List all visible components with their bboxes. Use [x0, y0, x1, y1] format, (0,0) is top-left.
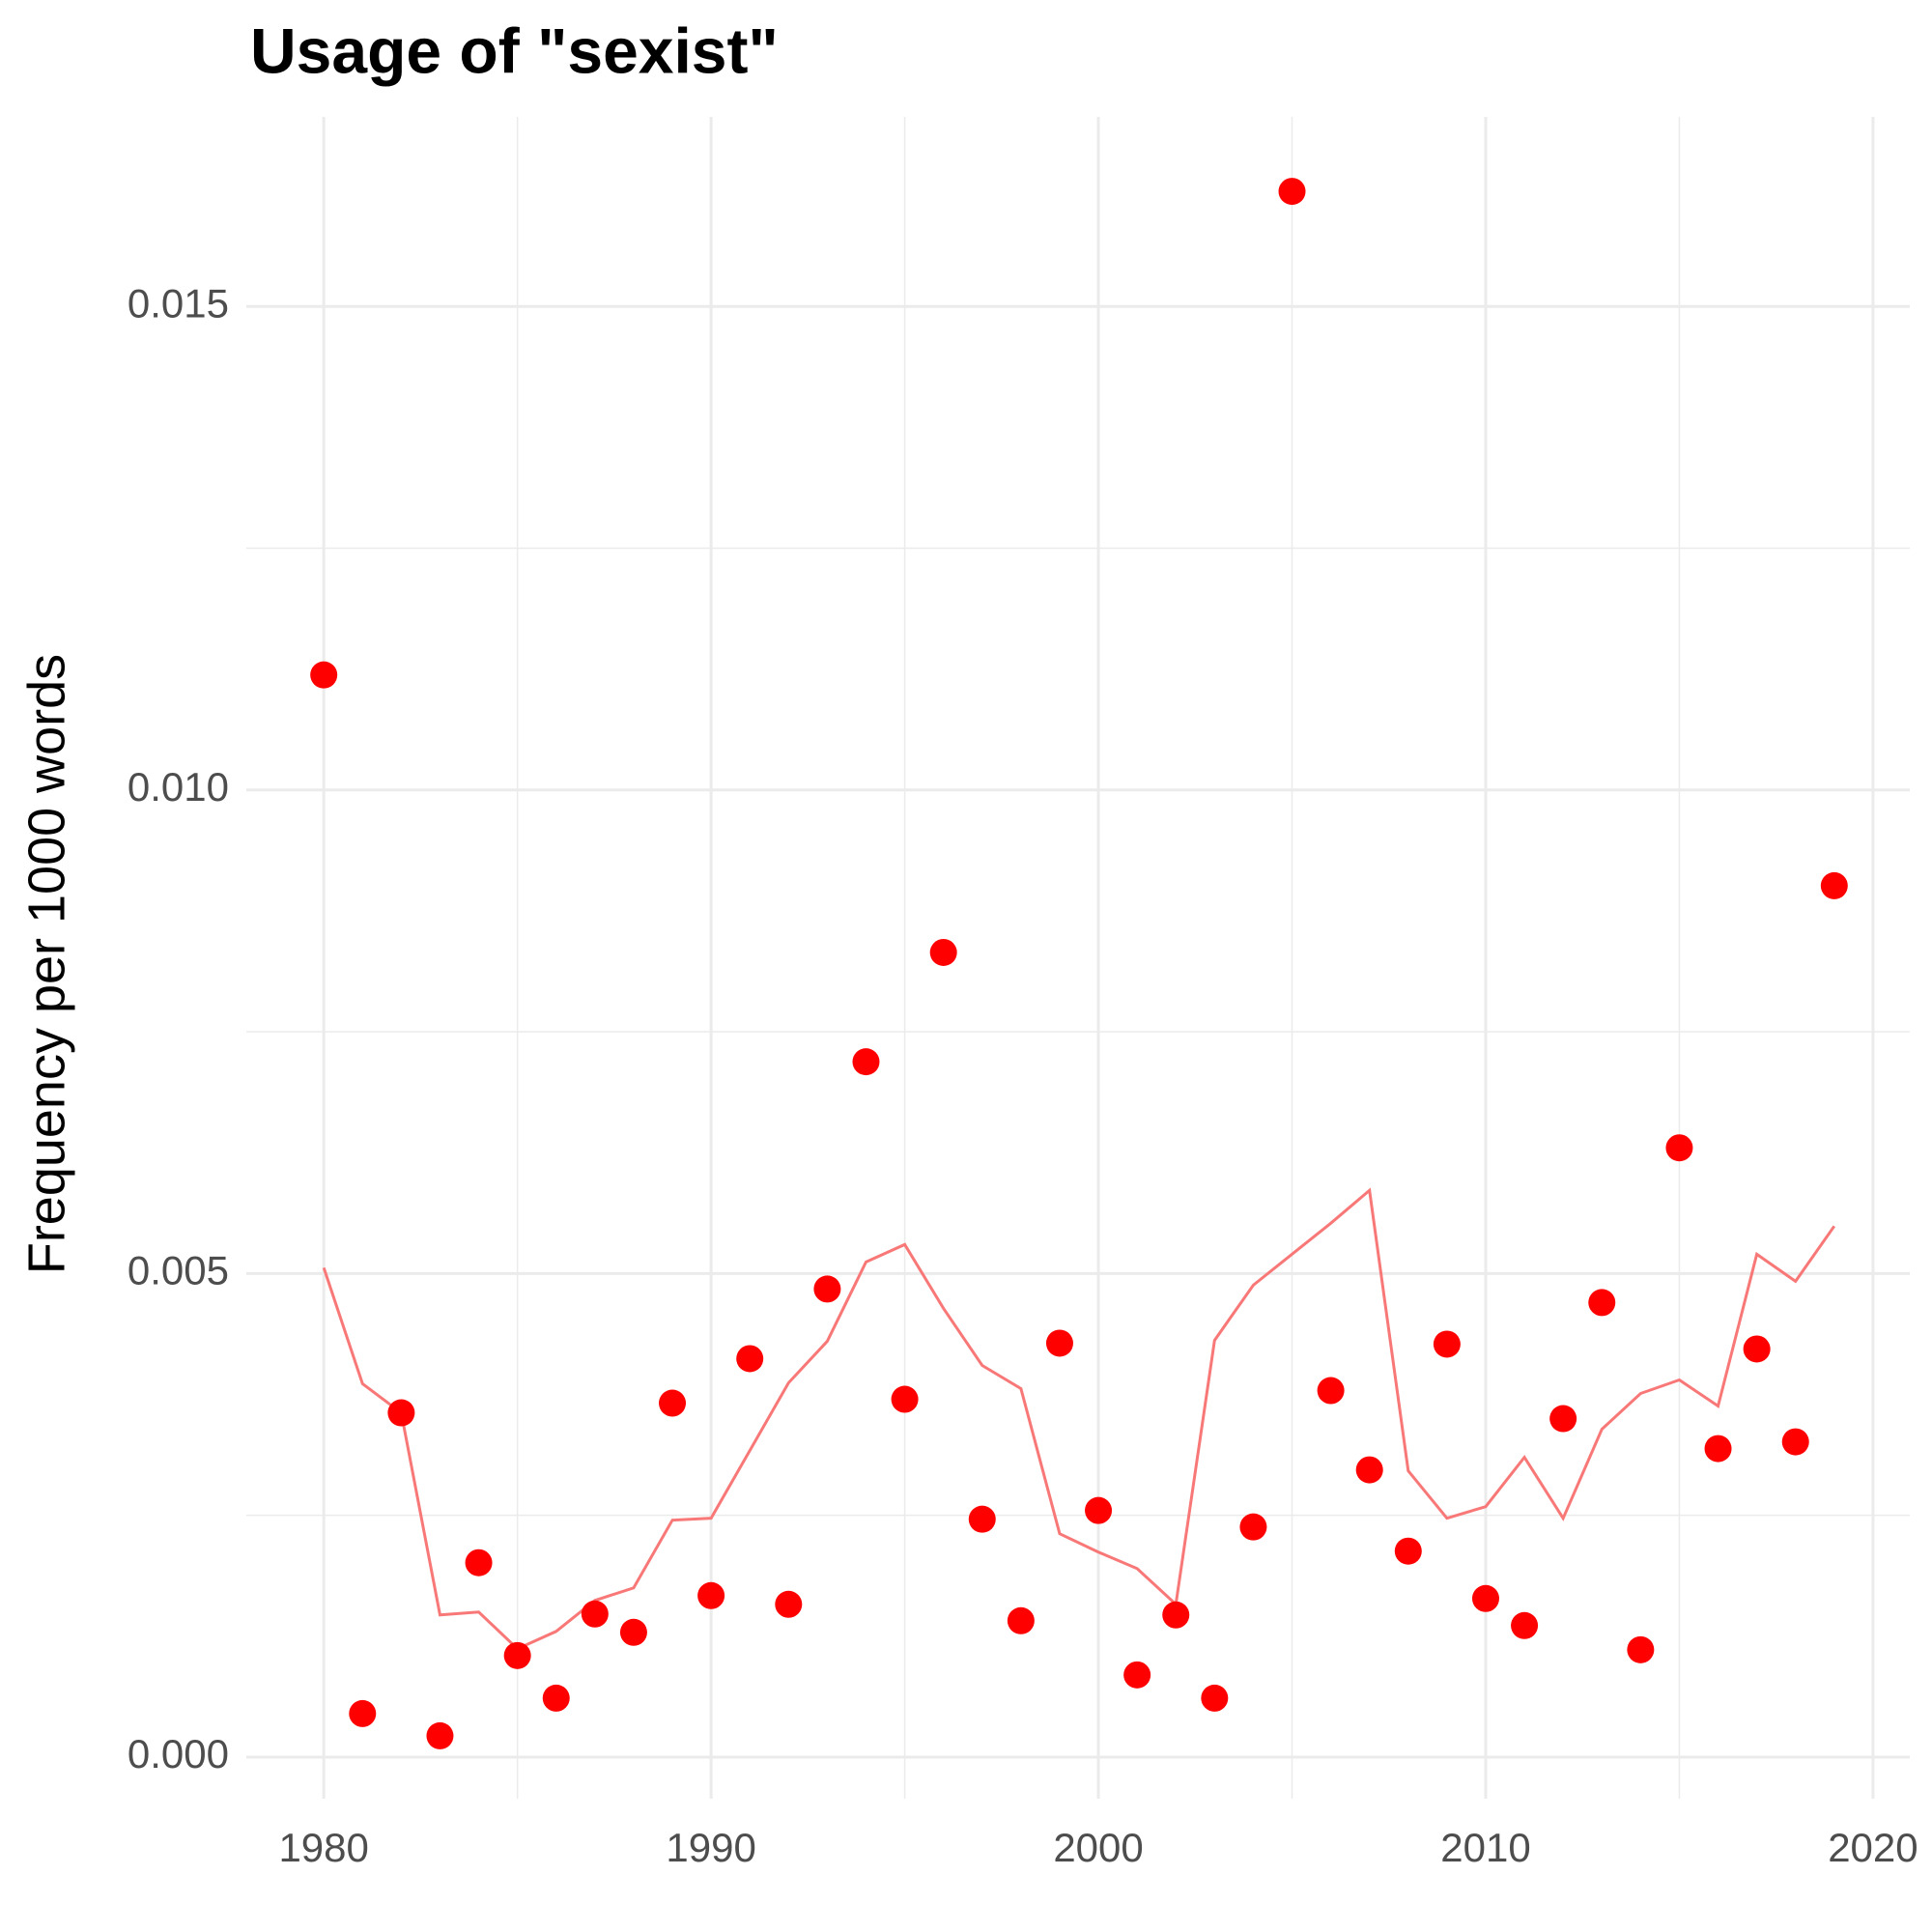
data-point [1123, 1661, 1151, 1689]
data-point [349, 1699, 377, 1727]
data-point [1781, 1428, 1809, 1456]
x-tick-label: 1980 [278, 1825, 368, 1870]
data-point [1239, 1513, 1267, 1541]
y-tick-label: 0.005 [128, 1247, 229, 1293]
data-point [1549, 1405, 1577, 1433]
data-point [813, 1275, 841, 1303]
data-point [542, 1684, 570, 1712]
data-point [1471, 1584, 1499, 1612]
y-tick-label: 0.015 [128, 280, 229, 326]
data-point [1355, 1456, 1383, 1484]
data-point [1511, 1611, 1539, 1639]
data-point [310, 661, 338, 689]
data-point [619, 1618, 647, 1646]
data-point [1085, 1496, 1113, 1524]
data-point [659, 1389, 687, 1417]
data-point [1820, 871, 1848, 899]
x-tick-label: 1990 [666, 1825, 755, 1870]
y-tick-label: 0.010 [128, 764, 229, 810]
x-tick-label: 2010 [1440, 1825, 1530, 1870]
data-point [1665, 1134, 1693, 1162]
data-point [1394, 1537, 1422, 1565]
data-point [1201, 1684, 1229, 1712]
data-point [968, 1505, 996, 1533]
data-point [891, 1385, 919, 1413]
data-point [929, 938, 957, 966]
data-point [1627, 1635, 1655, 1663]
data-point [1278, 178, 1306, 206]
y-tick-label: 0.000 [128, 1731, 229, 1776]
data-point [736, 1345, 764, 1373]
x-tick-label: 2020 [1828, 1825, 1918, 1870]
data-point [387, 1399, 415, 1427]
data-point [1743, 1335, 1771, 1363]
trend-line [322, 1187, 1836, 1651]
data-point [1704, 1435, 1732, 1463]
data-point [1162, 1601, 1190, 1629]
data-point [1588, 1289, 1616, 1317]
data-point [465, 1548, 493, 1577]
data-point [426, 1721, 454, 1749]
data-point [581, 1600, 609, 1628]
chart-title: Usage of "sexist" [250, 14, 779, 86]
data-point [1317, 1377, 1345, 1405]
y-axis-label: Frequency per 1000 words [17, 654, 75, 1274]
data-point [503, 1641, 531, 1669]
data-point [1433, 1330, 1461, 1358]
data-point [1007, 1606, 1035, 1634]
data-point [697, 1581, 725, 1609]
data-point [852, 1048, 880, 1076]
x-tick-label: 2000 [1053, 1825, 1143, 1870]
data-point [775, 1590, 803, 1618]
data-point [1045, 1329, 1073, 1357]
